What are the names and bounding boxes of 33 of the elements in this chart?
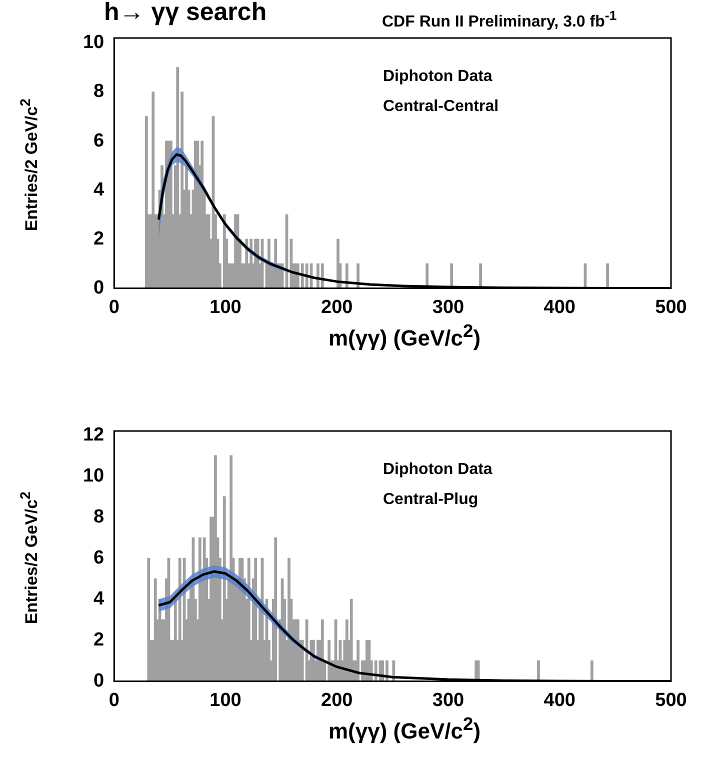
annotation: Central-Plug [383, 491, 478, 509]
x-tick-label: 100 [210, 690, 242, 711]
x-tick-label: 200 [321, 690, 353, 711]
y-tick-label: 4 [94, 588, 105, 610]
annotation: Central-Central [383, 98, 499, 116]
x-tick-label: 100 [210, 296, 242, 318]
y-tick-label: 8 [94, 81, 104, 102]
y-tick-label: 2 [94, 629, 104, 650]
x-tick-label: 300 [432, 690, 464, 711]
annotation: Diphoton Data [383, 68, 492, 86]
x-axis-title: m(γγ) (GeV/c$^{2}$) [327, 713, 482, 744]
y-tick-label: 0 [94, 277, 104, 298]
x-tick-label: 200 [321, 296, 353, 318]
y-tick-label: 10 [82, 465, 104, 486]
x-tick-label: 400 [544, 296, 576, 318]
y-tick-label: 6 [94, 130, 104, 152]
chart-subtitle: CDF Run II Preliminary, 3.0 fb$^{-1}$ [382, 8, 617, 32]
y-tick-label: 12 [82, 424, 104, 446]
y-tick-label: 4 [94, 179, 105, 200]
x-tick-label: 0 [108, 296, 120, 318]
x-tick-label: 400 [544, 690, 576, 711]
y-tick-label: 10 [82, 32, 104, 54]
y-tick-label: 0 [94, 670, 104, 692]
x-tick-label: 500 [655, 296, 687, 318]
annotation: Diphoton Data [383, 461, 492, 479]
y-tick-label: 8 [94, 506, 104, 528]
x-tick-label: 300 [432, 296, 464, 318]
x-tick-label: 500 [655, 690, 687, 711]
x-tick-label: 0 [108, 690, 120, 711]
y-tick-label: 6 [94, 547, 104, 568]
y-tick-label: 2 [94, 228, 104, 250]
chart-title: h→ γγ search [104, 0, 267, 27]
x-axis-title: m(γγ) (GeV/c$^{2}$) [327, 320, 482, 352]
